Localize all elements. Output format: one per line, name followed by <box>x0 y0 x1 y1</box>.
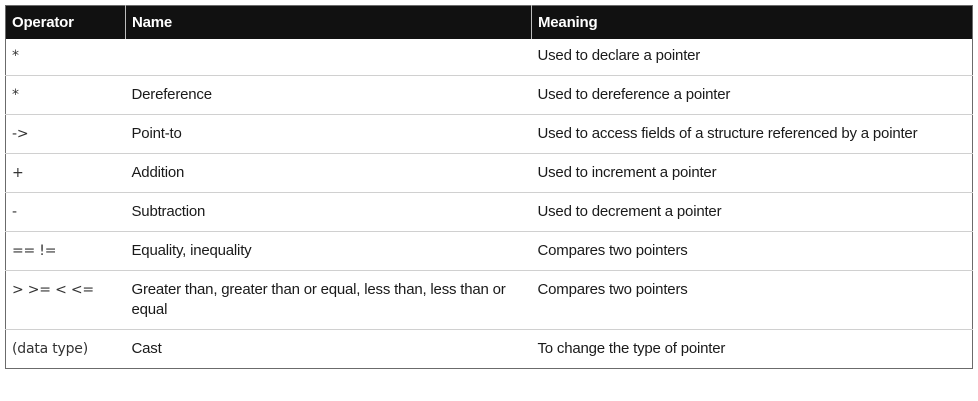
name-cell <box>125 39 532 76</box>
table-row: + Addition Used to increment a pointer <box>5 153 973 193</box>
operator-cell: - <box>5 192 126 232</box>
name-cell: Addition <box>125 153 532 193</box>
meaning-cell: Used to declare a pointer <box>531 39 973 76</box>
table-row: > >= < <= Greater than, greater than or … <box>5 270 973 330</box>
operator-cell: + <box>5 153 126 193</box>
header-operator: Operator <box>5 5 126 39</box>
name-cell: Subtraction <box>125 192 532 232</box>
table-header-row: Operator Name Meaning <box>5 5 973 39</box>
operator-cell: > >= < <= <box>5 270 126 330</box>
table-row: (data type) Cast To change the type of p… <box>6 330 973 369</box>
table-row: * Dereference Used to dereference a poin… <box>5 75 973 115</box>
meaning-cell: Compares two pointers <box>531 270 973 330</box>
name-cell: Point-to <box>125 114 532 154</box>
name-cell: Greater than, greater than or equal, les… <box>125 270 532 330</box>
meaning-cell: Compares two pointers <box>531 231 973 271</box>
table-row: == != Equality, inequality Compares two … <box>5 231 973 271</box>
operator-cell: * <box>5 75 126 115</box>
table-row: -> Point-to Used to access fields of a s… <box>5 114 973 154</box>
meaning-cell: Used to access fields of a structure ref… <box>531 114 973 154</box>
name-cell: Dereference <box>125 75 532 115</box>
operator-cell: == != <box>5 231 126 271</box>
meaning-cell: Used to increment a pointer <box>531 153 973 193</box>
operator-cell: -> <box>5 114 126 154</box>
meaning-cell: To change the type of pointer <box>537 340 726 357</box>
meaning-cell: Used to decrement a pointer <box>531 192 973 232</box>
header-name: Name <box>125 5 532 39</box>
name-cell: Equality, inequality <box>125 231 532 271</box>
pointer-operators-table: Operator Name Meaning * Used to declare … <box>5 5 973 369</box>
meaning-cell: Used to dereference a pointer <box>531 75 973 115</box>
table-row: - Subtraction Used to decrement a pointe… <box>5 192 973 232</box>
header-meaning: Meaning <box>538 14 598 31</box>
operator-table-container: Operator Name Meaning * Used to declare … <box>5 5 973 369</box>
name-cell: Cast <box>131 340 162 357</box>
operator-cell: (data type) <box>12 341 88 357</box>
operator-cell: * <box>5 39 126 76</box>
table-row: * Used to declare a pointer <box>5 39 973 76</box>
